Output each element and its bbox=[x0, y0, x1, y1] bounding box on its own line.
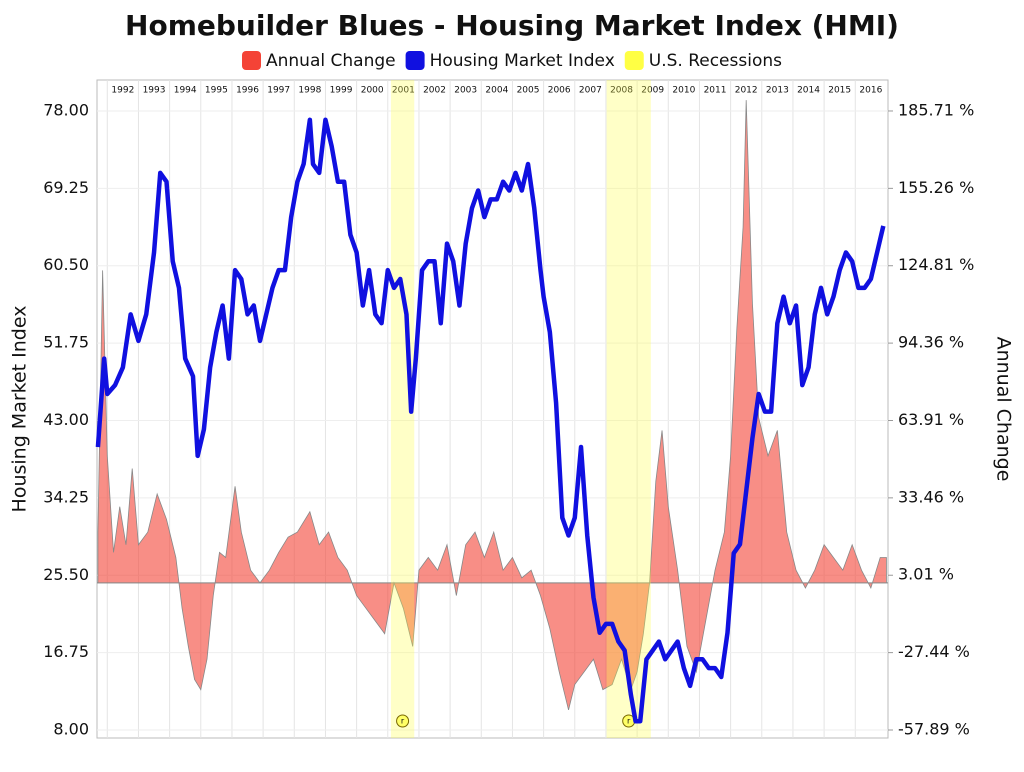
y2-tick-label: 124.81 % bbox=[898, 255, 974, 274]
recession-marker-label: r bbox=[627, 717, 631, 726]
y-tick-label: 78.00 bbox=[43, 100, 89, 119]
x-tick-label: 2000 bbox=[361, 86, 384, 96]
legend-label: Annual Change bbox=[266, 51, 396, 71]
y-tick-label: 34.25 bbox=[43, 487, 89, 506]
x-tick-label: 2008 bbox=[610, 86, 633, 96]
x-tick-label: 1994 bbox=[174, 86, 197, 96]
y2-tick-label: 33.46 % bbox=[898, 487, 964, 506]
x-tick-label: 2011 bbox=[704, 86, 727, 96]
y2-axis-label: Annual Change bbox=[993, 337, 1015, 482]
y2-tick-label: 3.01 % bbox=[898, 565, 954, 584]
x-tick-label: 1999 bbox=[330, 86, 353, 96]
x-tick-label: 2002 bbox=[423, 86, 446, 96]
x-tick-label: 2015 bbox=[828, 86, 851, 96]
y-tick-label: 8.00 bbox=[53, 720, 89, 739]
x-tick-label: 2003 bbox=[454, 86, 477, 96]
x-tick-label: 1993 bbox=[143, 86, 166, 96]
y-tick-label: 51.75 bbox=[43, 333, 89, 352]
x-tick-label: 1992 bbox=[111, 86, 134, 96]
x-tick-label: 2010 bbox=[672, 86, 695, 96]
y-tick-label: 60.50 bbox=[43, 255, 89, 274]
y2-tick-label: 63.91 % bbox=[898, 410, 964, 429]
y-tick-label: 16.75 bbox=[43, 642, 89, 661]
y-tick-label: 43.00 bbox=[43, 410, 89, 429]
y2-tick-label: 185.71 % bbox=[898, 100, 974, 119]
chart-title: Homebuilder Blues - Housing Market Index… bbox=[125, 9, 899, 42]
x-tick-label: 2009 bbox=[641, 86, 664, 96]
hmi-line bbox=[95, 117, 886, 724]
y-axis-label: Housing Market Index bbox=[9, 306, 31, 513]
x-tick-label: 1998 bbox=[298, 86, 321, 96]
legend-label: U.S. Recessions bbox=[649, 51, 782, 71]
recession-band bbox=[606, 80, 651, 738]
x-tick-label: 2005 bbox=[517, 86, 540, 96]
x-tick-label: 1996 bbox=[236, 86, 259, 96]
x-tick-label: 2001 bbox=[392, 86, 415, 96]
x-tick-label: 2014 bbox=[797, 86, 820, 96]
recession-marker-label: r bbox=[401, 717, 405, 726]
x-tick-label: 2004 bbox=[485, 86, 508, 96]
recession-band bbox=[390, 80, 415, 738]
x-tick-label: 2012 bbox=[735, 86, 758, 96]
legend-swatch bbox=[405, 51, 425, 70]
x-tick-label: 2007 bbox=[579, 86, 602, 96]
x-tick-label: 2016 bbox=[859, 86, 882, 96]
legend-label: Housing Market Index bbox=[430, 51, 615, 71]
x-tick-label: 1997 bbox=[267, 86, 290, 96]
recession-marker bbox=[396, 714, 410, 728]
y2-tick-label: -57.89 % bbox=[898, 719, 970, 738]
y2-tick-label: -27.44 % bbox=[898, 642, 970, 661]
legend-swatch bbox=[624, 51, 644, 70]
x-tick-label: 2006 bbox=[548, 86, 571, 96]
y2-tick-label: 94.36 % bbox=[898, 333, 964, 352]
y-tick-label: 25.50 bbox=[43, 565, 89, 584]
legend-swatch bbox=[242, 51, 262, 70]
legend: Annual Change Housing Market Index U.S. Re… bbox=[242, 51, 782, 71]
y-tick-label: 69.25 bbox=[43, 178, 89, 197]
annual-change-area bbox=[97, 100, 887, 711]
x-tick-label: 2013 bbox=[766, 86, 789, 96]
x-tick-label: 1995 bbox=[205, 86, 228, 96]
y2-tick-label: 155.26 % bbox=[898, 178, 974, 197]
